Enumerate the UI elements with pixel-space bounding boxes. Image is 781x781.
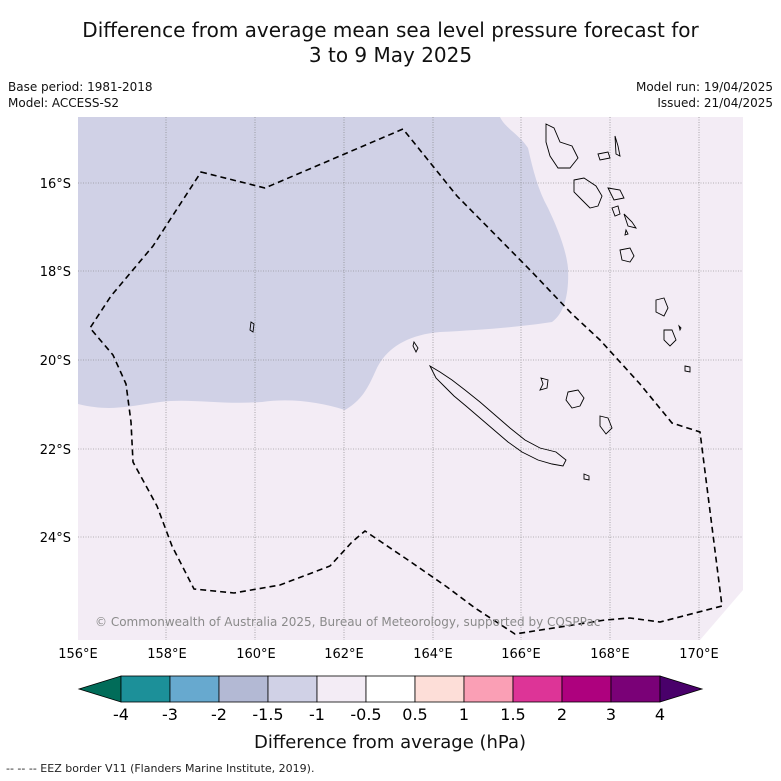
lat-tick: 18°S bbox=[40, 265, 71, 280]
model-run-label: Model run: 19/04/2025 bbox=[635, 80, 773, 94]
lat-tick-labels: 16°S 18°S 20°S 22°S 24°S bbox=[40, 177, 71, 546]
lat-tick: 22°S bbox=[40, 443, 71, 458]
lon-tick: 168°E bbox=[590, 647, 630, 662]
region-low-pressure bbox=[78, 117, 569, 410]
model-label: Model: ACCESS-S2 bbox=[8, 96, 120, 110]
lon-tick: 166°E bbox=[501, 647, 541, 662]
small-islands bbox=[249, 123, 691, 481]
lon-tick: 162°E bbox=[324, 647, 364, 662]
base-period-label: Base period: 1981-2018 bbox=[8, 80, 153, 94]
new-caledonia-island bbox=[428, 364, 567, 467]
graticule bbox=[78, 117, 743, 640]
lat-tick: 20°S bbox=[40, 354, 71, 369]
lon-tick: 160°E bbox=[236, 647, 276, 662]
lat-tick: 24°S bbox=[40, 531, 71, 546]
copyright-text: © Commonwealth of Australia 2025, Bureau… bbox=[95, 615, 600, 629]
issued-label: Issued: 21/04/2025 bbox=[657, 96, 773, 110]
meta-left: Base period: 1981-2018 Model: ACCESS-S2 bbox=[8, 79, 153, 111]
title-line-2: 3 to 9 May 2025 bbox=[308, 43, 473, 67]
lon-tick-labels: 156°E 158°E 160°E 162°E 164°E 166°E 168°… bbox=[58, 647, 719, 662]
eez-footnote: -- -- -- EEZ border V11 (Flanders Marine… bbox=[6, 762, 315, 775]
lon-tick: 170°E bbox=[679, 647, 719, 662]
lon-tick: 158°E bbox=[147, 647, 187, 662]
map-title: Difference from average mean sea level p… bbox=[0, 18, 781, 68]
lon-tick: 156°E bbox=[58, 647, 98, 662]
lon-tick: 164°E bbox=[413, 647, 453, 662]
title-line-1: Difference from average mean sea level p… bbox=[82, 18, 699, 42]
meta-right: Model run: 19/04/2025 Issued: 21/04/2025 bbox=[636, 79, 773, 111]
eez-border bbox=[89, 128, 723, 635]
lat-tick: 16°S bbox=[40, 177, 71, 192]
